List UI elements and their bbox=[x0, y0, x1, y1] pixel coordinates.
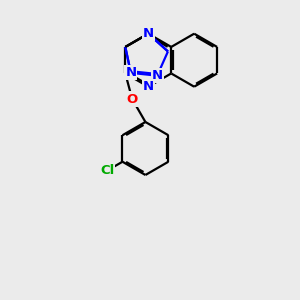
Text: N: N bbox=[143, 80, 154, 93]
Text: O: O bbox=[127, 92, 138, 106]
Text: N: N bbox=[143, 27, 154, 40]
Text: N: N bbox=[125, 66, 136, 80]
Text: Cl: Cl bbox=[100, 164, 114, 177]
Text: N: N bbox=[152, 69, 163, 82]
